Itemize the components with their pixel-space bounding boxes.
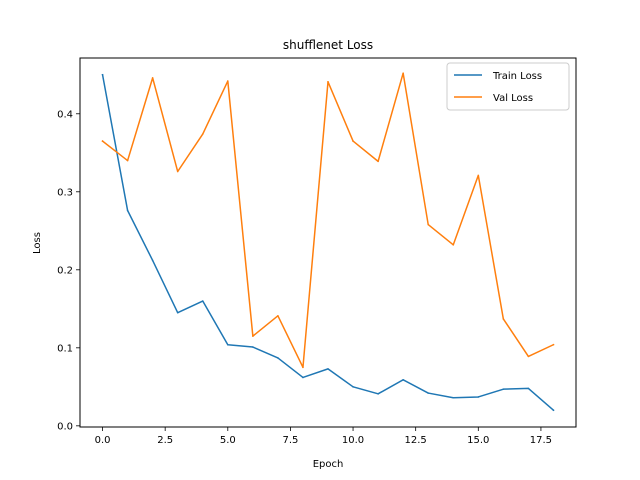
data-point-val-loss [252,335,254,337]
x-tick-label: 17.5 [530,435,552,446]
x-axis-label: Epoch [313,459,344,470]
x-tick-label: 7.5 [282,435,298,446]
data-point-val-loss [452,244,455,246]
data-point-val-loss [402,72,404,75]
y-tick-label: 0.2 [57,265,73,276]
data-point-train-loss [302,376,304,379]
x-tick-label: 2.5 [157,435,173,446]
data-point-train-loss [477,396,480,398]
data-point-train-loss [277,357,279,359]
data-point-val-loss [101,140,104,142]
data-point-train-loss [527,387,530,390]
y-tick-label: 0.4 [57,109,73,120]
series-layer [101,72,555,412]
data-point-train-loss [502,388,505,390]
y-tick-label: 0.0 [57,421,73,432]
x-tick-label: 15.0 [467,435,489,446]
chart-title: shufflenet Loss [283,38,373,52]
data-point-train-loss [327,368,329,370]
data-point-val-loss [176,170,179,173]
data-point-val-loss [377,160,379,163]
data-point-train-loss [252,346,254,348]
data-point-train-loss [151,259,154,262]
data-point-train-loss [402,379,404,381]
legend-label-val-loss: Val Loss [493,93,533,104]
data-point-val-loss [552,343,555,346]
data-point-train-loss [377,393,379,395]
data-point-val-loss [502,318,505,320]
x-tick-label: 10.0 [342,435,364,446]
data-point-val-loss [277,315,279,317]
data-point-val-loss [477,174,480,177]
y-tick-label: 0.3 [57,187,73,198]
data-point-val-loss [201,133,204,135]
x-tick-label: 0.0 [95,435,111,446]
y-tick-label: 0.1 [57,343,73,354]
y-axis-label: Loss [32,232,43,254]
data-point-val-loss [427,223,430,226]
data-point-val-loss [151,77,154,79]
plot-frame [79,57,577,428]
data-point-val-loss [327,80,329,83]
data-point-val-loss [352,140,354,142]
data-point-train-loss [201,300,204,302]
x-axis: 0.0 2.5 5.0 7.5 10.0 12.5 15.0 17.5 [95,427,552,446]
y-axis: 0.0 0.1 0.2 0.3 0.4 [57,109,80,432]
data-point-val-loss [302,366,304,369]
data-point-train-loss [227,343,229,346]
data-point-train-loss [427,392,430,394]
x-tick-label: 12.5 [405,435,427,446]
data-point-train-loss [552,409,555,412]
data-point-val-loss [126,159,129,162]
x-tick-label: 5.0 [220,435,236,446]
data-point-train-loss [452,396,455,399]
legend: Train Loss Val Loss [446,62,570,111]
data-point-train-loss [352,386,354,388]
data-point-val-loss [227,80,229,82]
legend-label-train-loss: Train Loss [492,71,542,82]
data-point-val-loss [527,355,530,358]
data-point-train-loss [176,311,179,314]
data-point-train-loss [126,209,129,212]
data-point-train-loss [101,73,104,76]
